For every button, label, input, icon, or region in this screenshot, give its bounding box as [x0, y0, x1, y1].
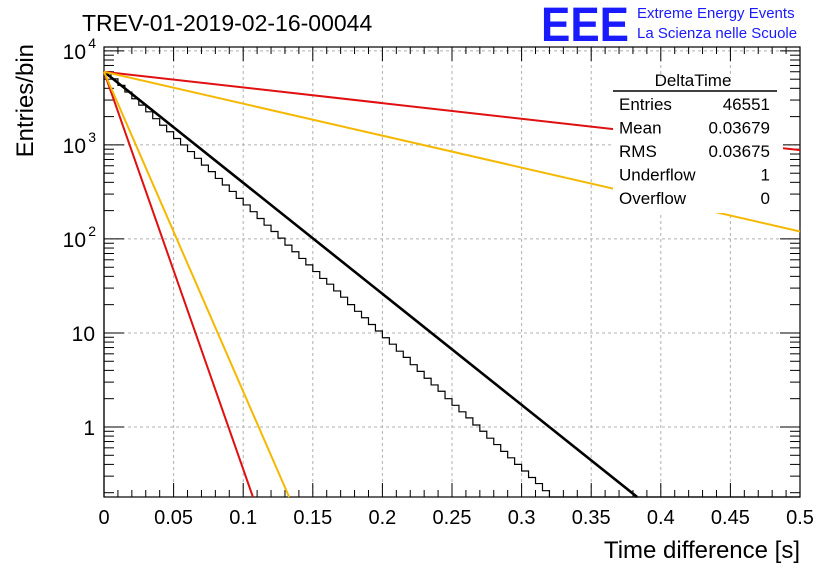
x-tick-label: 0.1	[229, 507, 257, 529]
stats-label: Mean	[619, 119, 662, 138]
x-tick-label: 0.15	[293, 507, 332, 529]
y-tick-label: 1	[83, 417, 95, 440]
stats-value: 0.03679	[709, 119, 770, 138]
series-line-yellow	[103, 71, 291, 498]
x-tick-label: 0.2	[368, 507, 396, 529]
axis-ticks	[103, 47, 801, 497]
x-tick-label: 0.5	[786, 507, 814, 529]
series-line-red	[103, 71, 254, 498]
stats-value: 0.03675	[709, 142, 770, 161]
stats-value: 0	[761, 189, 770, 208]
stats-label: Entries	[619, 95, 672, 114]
logo: EEE	[541, 0, 629, 52]
series-line-black	[103, 70, 638, 499]
project-line2: La Scienza nelle Scuole	[637, 25, 797, 42]
y-tick-label-exponent: 4	[88, 35, 96, 51]
stats-value: 46551	[723, 95, 770, 114]
stats-box: DeltaTime Entries 46551 Mean 0.03679 RMS 0.03…	[613, 71, 783, 213]
x-tick-label: 0.4	[647, 507, 675, 529]
histogram	[103, 71, 800, 498]
x-tick-label: 0.45	[711, 507, 750, 529]
stats-label: Underflow	[619, 166, 696, 185]
y-tick-label-exponent: 2	[88, 223, 96, 239]
y-tick-label: 10	[72, 323, 95, 346]
stats-box-bg	[613, 78, 783, 213]
x-tick-label: 0.25	[433, 507, 472, 529]
chart-title: TREV-01-2019-02-16-00044	[82, 10, 372, 36]
x-tick-label: 0.35	[572, 507, 611, 529]
stats-value: 1	[761, 166, 770, 185]
y-axis-label: Entries/bin	[12, 44, 39, 157]
stats-title: DeltaTime	[655, 71, 732, 90]
project-line1: Extreme Energy Events	[637, 5, 795, 22]
x-tick-label: 0.3	[508, 507, 536, 529]
stats-label: Overflow	[619, 189, 687, 208]
y-tick-label-exponent: 3	[88, 129, 96, 145]
stats-label: RMS	[619, 142, 657, 161]
x-tick-labels: 0 0.05 0.1 0.15 0.2 0.25 0.3 0.35 0.4 0.45 0.5	[98, 507, 813, 529]
y-tick-label: 10	[63, 229, 86, 252]
x-axis-label: Time difference [s]	[604, 537, 800, 564]
x-tick-label: 0	[98, 507, 109, 529]
y-tick-label: 10	[63, 135, 86, 158]
x-tick-label: 0.05	[154, 507, 193, 529]
y-tick-label: 10	[63, 41, 86, 64]
stats-rows: Entries 46551 Mean 0.03679 RMS 0.03675 Underfl…	[619, 95, 770, 208]
